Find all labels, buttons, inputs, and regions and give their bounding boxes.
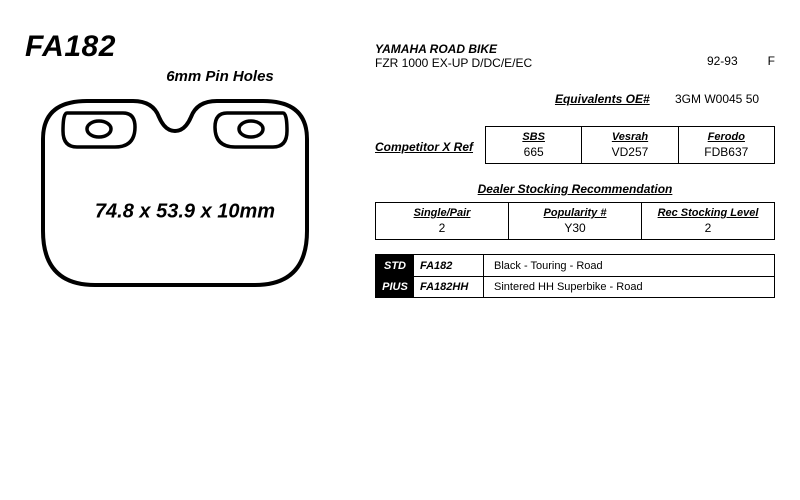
xref-head: SBS	[492, 131, 575, 143]
compound-desc: Sintered HH Superbike - Road	[484, 277, 774, 297]
dealer-val: Y30	[515, 221, 635, 235]
dealer-head: Single/Pair	[382, 207, 502, 219]
compound-code: FA182HH	[414, 277, 484, 297]
xref-table: SBS 665 Vesrah VD257 Ferodo FDB637	[485, 126, 775, 164]
compound-table: STD FA182 Black - Touring - Road PIUS FA…	[375, 254, 775, 298]
vehicle-model: FZR 1000 EX-UP D/DC/E/EC	[375, 56, 532, 70]
xref-val: 665	[492, 145, 575, 159]
part-number: FA182	[25, 30, 345, 64]
vehicle-years: 92-93	[707, 54, 738, 68]
xref-label: Competitor X Ref	[375, 126, 485, 154]
dealer-val: 2	[382, 221, 502, 235]
compound-row-plus: PIUS FA182HH Sintered HH Superbike - Roa…	[375, 276, 775, 298]
xref-head: Vesrah	[588, 131, 671, 143]
oe-equivalents: Equivalents OE# 3GM W0045 50	[375, 92, 775, 106]
compound-tag: PIUS	[376, 277, 414, 297]
compound-row-std: STD FA182 Black - Touring - Road	[375, 254, 775, 276]
dealer-head: Popularity #	[515, 207, 635, 219]
compound-code: FA182	[414, 255, 484, 276]
compound-tag: STD	[376, 255, 414, 276]
pinholes-label: 6mm Pin Holes	[95, 68, 345, 85]
xref-cell-ferodo: Ferodo FDB637	[679, 127, 774, 163]
dealer-title: Dealer Stocking Recommendation	[375, 182, 775, 196]
brake-pad-diagram: 74.8 x 53.9 x 10mm	[25, 87, 345, 302]
dealer-table: Single/Pair 2 Popularity # Y30 Rec Stock…	[375, 202, 775, 240]
dimensions-label: 74.8 x 53.9 x 10mm	[95, 200, 275, 223]
compound-desc: Black - Touring - Road	[484, 255, 774, 276]
xref-head: Ferodo	[685, 131, 768, 143]
oe-value: 3GM W0045 50	[675, 92, 775, 106]
dealer-cell-single: Single/Pair 2	[376, 203, 509, 239]
xref-cell-sbs: SBS 665	[486, 127, 582, 163]
vehicle-header: YAMAHA ROAD BIKE FZR 1000 EX-UP D/DC/E/E…	[375, 42, 775, 70]
dealer-cell-rec: Rec Stocking Level 2	[642, 203, 774, 239]
vehicle-position: F	[768, 54, 775, 68]
xref-val: VD257	[588, 145, 671, 159]
xref-cell-vesrah: Vesrah VD257	[582, 127, 678, 163]
dealer-cell-popularity: Popularity # Y30	[509, 203, 642, 239]
xref-val: FDB637	[685, 145, 768, 159]
oe-label: Equivalents OE#	[555, 92, 650, 106]
vehicle-brand: YAMAHA ROAD BIKE	[375, 42, 532, 56]
dealer-head: Rec Stocking Level	[648, 207, 768, 219]
dealer-val: 2	[648, 221, 768, 235]
